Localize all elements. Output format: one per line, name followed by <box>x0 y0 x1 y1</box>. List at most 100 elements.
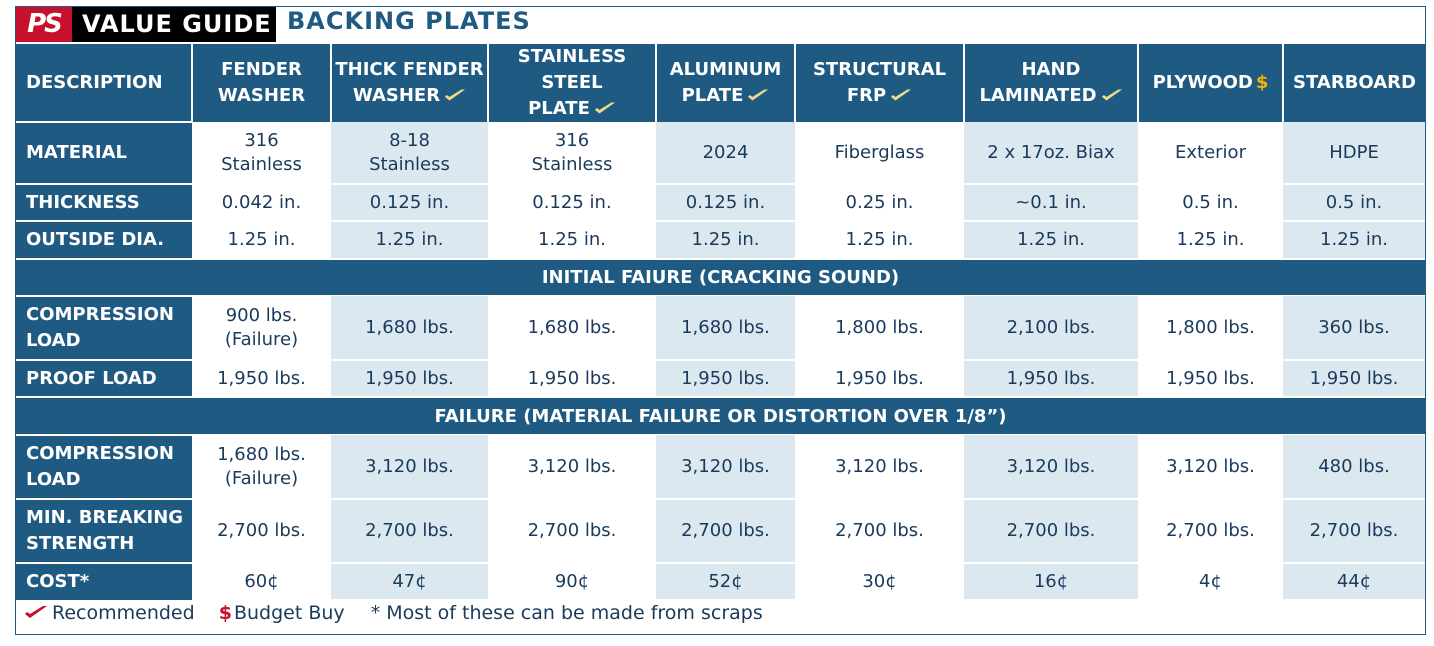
column-header: STAINLESS STEEL PLATE <box>487 44 656 122</box>
column-header-label: WASHER <box>217 85 306 106</box>
table-cell: 1,680 lbs. <box>488 296 656 361</box>
table-cell: 3,120 lbs. <box>488 435 656 500</box>
row-label: MIN. BREAKING STRENGTH <box>16 498 192 563</box>
table-cell: 44¢ <box>1283 563 1425 601</box>
column-header-label: LAMINATED <box>979 85 1097 106</box>
page-title: BACKING PLATES <box>287 7 531 35</box>
column-header-label: STARBOARD <box>1293 72 1416 93</box>
backing-plates-table: DESCRIPTION FENDER WASHER THICK FENDER WASHE… <box>16 44 1425 601</box>
table-cell: 0.042 in. <box>192 184 331 222</box>
table-cell: 2,700 lbs. <box>192 499 331 564</box>
table-cell: 1,950 lbs. <box>1283 360 1425 398</box>
table-cell: 1,680 lbs. <box>656 296 795 361</box>
table-cell: 900 lbs. (Failure) <box>192 296 331 361</box>
table-cell: 0.5 in. <box>1283 184 1425 222</box>
table-cell: 3,120 lbs. <box>964 435 1138 500</box>
column-header-label: PLATE <box>681 85 744 106</box>
section-header-row: FAILURE (MATERIAL FAILURE OR DISTORTION … <box>16 396 1425 435</box>
table-row: COST* 60¢ 47¢ 90¢ 52¢ 30¢ 16¢ 4¢ 44¢ <box>16 562 1425 601</box>
table-cell: 2,700 lbs. <box>964 499 1138 564</box>
column-header-label: FENDER <box>221 59 302 80</box>
table-cell: ~0.1 in. <box>964 184 1138 222</box>
table-cell: 2024 <box>656 122 795 185</box>
table-cell: 1,800 lbs. <box>1138 296 1283 361</box>
table-row: PROOF LOAD 1,950 lbs. 1,950 lbs. 1,950 lbs.… <box>16 359 1425 398</box>
table-cell: 1.25 in. <box>192 221 331 260</box>
column-header: THICK FENDER WASHER <box>330 44 488 122</box>
section-header-row: INITIAL FAIURE (CRACKING SOUND) <box>16 258 1425 296</box>
ps-logo: PS <box>16 7 72 42</box>
legend: Recommended $ Budget Buy * Most of these … <box>24 602 763 632</box>
table-row: THICKNESS 0.042 in. 0.125 in. 0.125 in. 0.12… <box>16 183 1425 222</box>
table-row: OUTSIDE DIA. 1.25 in. 1.25 in. 1.25 in. 1.25… <box>16 220 1425 260</box>
column-header-label: PLATE <box>528 98 590 119</box>
legend-budget-label: Budget Buy <box>233 602 345 624</box>
table-cell: 60¢ <box>192 563 331 601</box>
column-header: FENDER WASHER <box>191 44 331 122</box>
table-cell: 2 x 17oz. Biax <box>964 122 1138 185</box>
row-label: COMPRESSION LOAD <box>16 295 192 360</box>
column-header: HAND LAMINATED <box>963 44 1138 122</box>
table-cell: 90¢ <box>488 563 656 601</box>
row-label: OUTSIDE DIA. <box>16 220 192 259</box>
table-cell: 30¢ <box>795 563 964 601</box>
table-cell: 1,950 lbs. <box>1138 360 1283 398</box>
table-cell: 1,950 lbs. <box>488 360 656 398</box>
check-icon <box>1101 89 1122 101</box>
table-cell: 0.25 in. <box>795 184 964 222</box>
value-guide-label: VALUE GUIDE <box>72 7 276 42</box>
table-cell: 0.125 in. <box>488 184 656 222</box>
header: PS VALUE GUIDE BACKING PLATES <box>15 6 1426 42</box>
table-cell: 1.25 in. <box>331 221 488 260</box>
table-cell: 2,700 lbs. <box>1138 499 1283 564</box>
table-cell: 16¢ <box>964 563 1138 601</box>
table-cell: 4¢ <box>1138 563 1283 601</box>
table-cell: 52¢ <box>656 563 795 601</box>
table-cell: 47¢ <box>331 563 488 601</box>
table-cell: 1.25 in. <box>1138 221 1283 260</box>
dollar-icon: $ <box>1255 72 1269 93</box>
table-cell: Fiberglass <box>795 122 964 185</box>
table-cell: 1.25 in. <box>795 221 964 260</box>
column-header: ALUMINUM PLATE <box>655 44 795 122</box>
table-row: COMPRESSION LOAD 900 lbs. (Failure) 1,680 … <box>16 295 1425 361</box>
check-icon <box>891 89 912 101</box>
table-cell: HDPE <box>1283 122 1425 185</box>
table-cell: 1,680 lbs. (Failure) <box>192 435 331 500</box>
table-cell: 316 Stainless <box>192 122 331 185</box>
column-header: STARBOARD <box>1282 44 1425 122</box>
table-cell: 3,120 lbs. <box>1138 435 1283 500</box>
table-cell: 2,700 lbs. <box>656 499 795 564</box>
table-cell: 0.125 in. <box>331 184 488 222</box>
column-header-label: STAINLESS STEEL <box>517 46 627 93</box>
chart-frame <box>15 6 1426 635</box>
section-title: INITIAL FAIURE (CRACKING SOUND) <box>16 258 1425 296</box>
table-cell: 3,120 lbs. <box>656 435 795 500</box>
table-cell: 2,100 lbs. <box>964 296 1138 361</box>
table-row: MIN. BREAKING STRENGTH 2,700 lbs. 2,700 lb… <box>16 498 1425 564</box>
column-header-label: HAND <box>1021 59 1081 80</box>
table-cell: 480 lbs. <box>1283 435 1425 500</box>
table-row: MATERIAL 316 Stainless 8-18 Stainless 316 S… <box>16 121 1425 185</box>
table-cell: 1,950 lbs. <box>331 360 488 398</box>
table-cell: 1,950 lbs. <box>192 360 331 398</box>
legend-note: * Most of these can be made from scraps <box>370 602 763 624</box>
column-header-label: FRP <box>846 85 887 106</box>
column-header-label: ALUMINUM <box>669 59 782 80</box>
table-cell: 8-18 Stainless <box>331 122 488 185</box>
check-icon <box>444 89 466 101</box>
table-cell: 1,800 lbs. <box>795 296 964 361</box>
legend-recommended-label: Recommended <box>52 602 195 624</box>
table-cell: 1.25 in. <box>488 221 656 260</box>
table-cell: 0.5 in. <box>1138 184 1283 222</box>
row-label: COST* <box>16 562 192 600</box>
table-row: COMPRESSION LOAD 1,680 lbs. (Failure) 3,12… <box>16 434 1425 500</box>
column-header-row: DESCRIPTION FENDER WASHER THICK FENDER WASHE… <box>16 44 1425 122</box>
table-cell: 0.125 in. <box>656 184 795 222</box>
table-cell: 1,950 lbs. <box>656 360 795 398</box>
table-cell: 1,950 lbs. <box>964 360 1138 398</box>
table-cell: 1.25 in. <box>964 221 1138 260</box>
table-cell: Exterior <box>1138 122 1283 185</box>
column-header-description: DESCRIPTION <box>16 44 192 122</box>
row-label: THICKNESS <box>16 183 192 221</box>
